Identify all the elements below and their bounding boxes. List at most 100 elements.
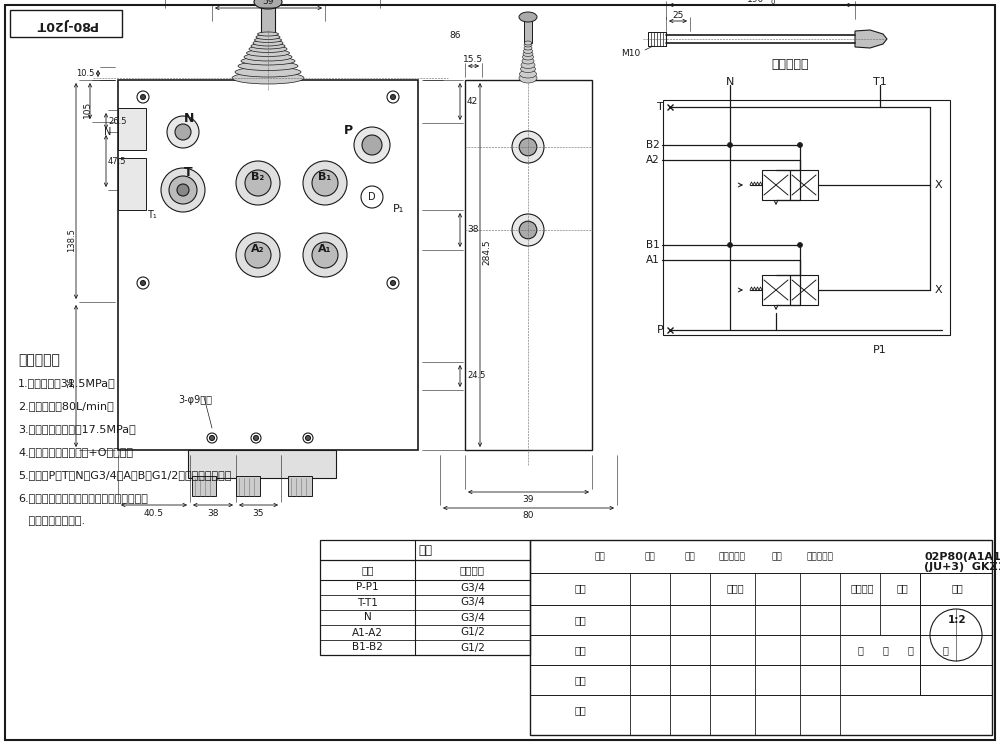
Circle shape: [175, 124, 191, 140]
Text: N: N: [104, 127, 112, 137]
Text: 190: 190: [747, 0, 764, 4]
Text: X: X: [934, 180, 942, 190]
Ellipse shape: [520, 70, 536, 78]
Text: 80: 80: [522, 512, 534, 521]
Circle shape: [140, 281, 146, 285]
Circle shape: [390, 95, 396, 100]
Text: A1: A1: [646, 255, 660, 265]
Text: P1: P1: [873, 345, 887, 355]
Bar: [648, 32, 666, 46]
Circle shape: [312, 242, 338, 268]
Text: D: D: [368, 192, 376, 202]
Text: 35: 35: [252, 509, 264, 518]
Text: 0: 0: [770, 0, 775, 5]
Ellipse shape: [520, 66, 536, 72]
Text: 4.控制方式：弹簧复位+O型阀杆；: 4.控制方式：弹簧复位+O型阀杆；: [18, 447, 133, 457]
Ellipse shape: [249, 45, 287, 52]
Text: 40.5: 40.5: [144, 509, 164, 518]
Text: 签名: 签名: [772, 553, 782, 562]
Polygon shape: [855, 30, 887, 48]
Text: 26.5: 26.5: [108, 116, 126, 125]
Circle shape: [519, 221, 537, 239]
Text: P-P1: P-P1: [356, 583, 379, 592]
Text: 6.阀体表面磷化处理，安全阀及堵塞镀锌，: 6.阀体表面磷化处理，安全阀及堵塞镀锌，: [18, 493, 148, 503]
Text: 2.公称流量：80L/min；: 2.公称流量：80L/min；: [18, 401, 114, 411]
Text: P: P: [343, 124, 353, 138]
Ellipse shape: [241, 57, 295, 65]
Bar: [118, 108, 146, 150]
Bar: [261, 2, 275, 34]
Text: B₂: B₂: [251, 172, 265, 182]
Ellipse shape: [251, 43, 285, 49]
Circle shape: [303, 161, 347, 205]
Text: T: T: [657, 102, 663, 112]
Circle shape: [387, 91, 399, 103]
Text: 审核: 审核: [574, 645, 586, 655]
Circle shape: [303, 233, 347, 277]
Text: G1/2: G1/2: [460, 627, 485, 638]
Circle shape: [245, 242, 271, 268]
Circle shape: [728, 142, 732, 148]
Circle shape: [236, 161, 280, 205]
Text: 25: 25: [672, 10, 684, 19]
Text: B1-B2: B1-B2: [352, 642, 383, 653]
Bar: [762, 275, 790, 305]
Ellipse shape: [238, 62, 298, 71]
Text: G3/4: G3/4: [460, 597, 485, 607]
Text: (JU+3)  GKZ1: (JU+3) GKZ1: [924, 562, 1000, 572]
Ellipse shape: [523, 51, 533, 57]
Text: 标准化: 标准化: [726, 583, 744, 593]
Circle shape: [354, 127, 390, 163]
Text: 15.5: 15.5: [463, 54, 483, 63]
Circle shape: [512, 131, 544, 163]
Ellipse shape: [522, 58, 534, 64]
Bar: [118, 80, 418, 450]
Circle shape: [512, 214, 544, 246]
Ellipse shape: [524, 48, 532, 54]
Text: 工艺: 工艺: [574, 675, 586, 685]
Bar: [192, 476, 216, 496]
Text: 36: 36: [68, 376, 76, 387]
Circle shape: [390, 281, 396, 285]
Text: 3.溢流阀调定压力：17.5MPa；: 3.溢流阀调定压力：17.5MPa；: [18, 424, 136, 434]
Bar: [790, 275, 818, 305]
Bar: [288, 476, 312, 496]
Circle shape: [245, 170, 271, 196]
Bar: [10, 10, 122, 37]
Text: 1:2: 1:2: [948, 615, 966, 625]
Ellipse shape: [235, 67, 301, 77]
Text: N: N: [726, 77, 734, 87]
Text: N: N: [364, 612, 371, 623]
Text: M10: M10: [621, 48, 640, 57]
Text: 重量: 重量: [896, 583, 908, 593]
Ellipse shape: [254, 0, 282, 9]
Ellipse shape: [524, 41, 532, 45]
Text: 38: 38: [467, 226, 479, 235]
Text: A₁: A₁: [318, 244, 332, 254]
Text: T-T1: T-T1: [357, 597, 378, 607]
Text: 标记: 标记: [595, 553, 605, 562]
Text: 阀体: 阀体: [418, 544, 432, 557]
Text: T₁: T₁: [147, 210, 157, 220]
Text: 284.5: 284.5: [482, 239, 492, 265]
Text: G3/4: G3/4: [460, 583, 485, 592]
Circle shape: [312, 170, 338, 196]
Text: G1/2: G1/2: [460, 642, 485, 653]
Text: 支架后盖为铝本色.: 支架后盖为铝本色.: [18, 516, 85, 526]
Circle shape: [306, 436, 310, 440]
Ellipse shape: [519, 73, 537, 83]
Text: 42: 42: [467, 97, 478, 106]
Ellipse shape: [521, 62, 535, 69]
Text: 设计: 设计: [574, 583, 586, 593]
Text: 1.公称压力：31.5MPa；: 1.公称压力：31.5MPa；: [18, 378, 116, 388]
Text: 47.5: 47.5: [108, 156, 126, 165]
Text: 39: 39: [522, 495, 534, 504]
Text: 批准: 批准: [574, 705, 586, 715]
Ellipse shape: [258, 32, 278, 36]
Text: X: X: [934, 285, 942, 295]
Text: B2: B2: [646, 140, 660, 150]
Text: 年、月、日: 年、月、日: [807, 553, 833, 562]
Ellipse shape: [232, 72, 304, 84]
Text: 第: 第: [907, 645, 913, 655]
Bar: [118, 158, 146, 210]
